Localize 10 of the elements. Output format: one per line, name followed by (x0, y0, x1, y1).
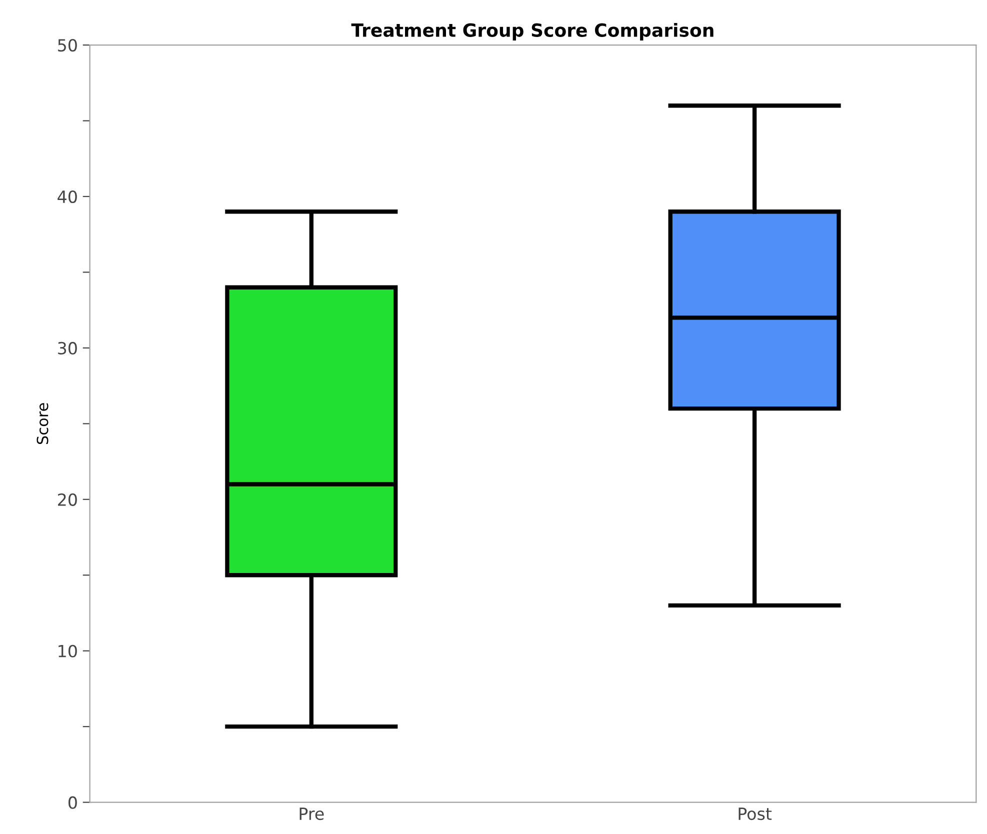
y-tick-label: 0 (68, 796, 77, 809)
y-tick-label: 30 (58, 342, 77, 355)
y-tick-label: 40 (58, 190, 77, 204)
x-tick-label: Post (738, 808, 772, 820)
y-axis-title: Score (36, 403, 48, 444)
y-tick-label: 50 (58, 39, 77, 52)
chart-title: Treatment Group Score Comparison (351, 22, 714, 40)
y-tick-label: 10 (58, 644, 77, 658)
x-tick-label: Pre (300, 808, 324, 820)
y-tick-label: 20 (58, 493, 77, 506)
